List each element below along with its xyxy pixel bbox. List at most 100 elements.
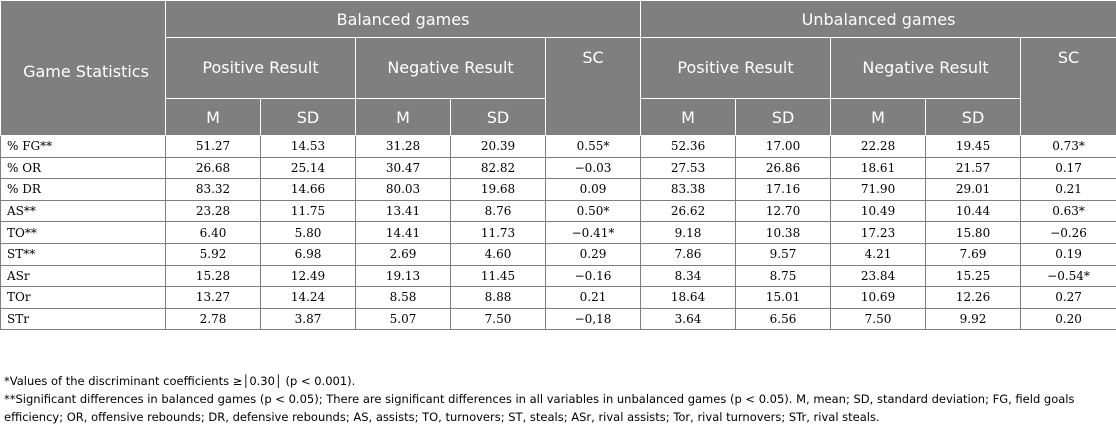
table-cell: 21.57 bbox=[925, 156, 1022, 180]
table-row: % OR 26.68 25.14 30.47 82.82 −0.03 27.53… bbox=[0, 156, 1116, 180]
corner-header: Game Statistics bbox=[0, 0, 166, 136]
leaf-header: SD bbox=[925, 98, 1022, 136]
table-cell: 0.09 bbox=[544, 178, 642, 201]
table-cell: 23.28 bbox=[165, 199, 261, 223]
table-row: % DR 83.32 14.66 80.03 19.68 0.09 83.38 … bbox=[0, 178, 1116, 201]
table-cell: 7.86 bbox=[640, 242, 737, 266]
table-cell: −0.16 bbox=[544, 264, 642, 288]
table-cell: −0.26 bbox=[1020, 221, 1116, 244]
table-cell: 5.07 bbox=[355, 307, 451, 331]
table-cell: 8.34 bbox=[640, 264, 737, 288]
table-cell: 31.28 bbox=[355, 135, 451, 158]
table-cell: 26.62 bbox=[640, 199, 737, 223]
table-cell: 10.49 bbox=[830, 199, 927, 223]
table-cell: 15.01 bbox=[735, 286, 832, 309]
table-row: ST** 5.92 6.98 2.69 4.60 0.29 7.86 9.57 … bbox=[0, 242, 1116, 266]
row-label: ASr bbox=[0, 264, 166, 288]
table-cell: 8.88 bbox=[450, 286, 546, 309]
leaf-header: SD bbox=[260, 98, 356, 136]
table-cell: 20.39 bbox=[450, 135, 546, 158]
table-cell: 27.53 bbox=[640, 156, 737, 180]
table-cell: 17.23 bbox=[830, 221, 927, 244]
row-label: TO** bbox=[0, 221, 166, 244]
table-cell: 12.26 bbox=[925, 286, 1022, 309]
table-row: TO** 6.40 5.80 14.41 11.73 −0.41* 9.18 1… bbox=[0, 221, 1116, 244]
table-cell: 0.50* bbox=[544, 199, 642, 223]
table-cell: 26.86 bbox=[735, 156, 832, 180]
game-statistics-table: Game Statistics Balanced games Unbalance… bbox=[0, 0, 1116, 331]
table-cell: 0.73* bbox=[1020, 135, 1116, 158]
row-label: % DR bbox=[0, 178, 166, 201]
table-cell: 5.92 bbox=[165, 242, 261, 266]
row-label: AS** bbox=[0, 199, 166, 223]
table-cell: 52.36 bbox=[640, 135, 737, 158]
table-row: ASr 15.28 12.49 19.13 11.45 −0.16 8.34 8… bbox=[0, 264, 1116, 288]
table-cell: 9.92 bbox=[925, 307, 1022, 331]
table-cell: −0.41* bbox=[544, 221, 642, 244]
table-cell: 14.24 bbox=[260, 286, 356, 309]
table-cell: 3.64 bbox=[640, 307, 737, 331]
table-cell: 8.58 bbox=[355, 286, 451, 309]
table-cell: 29.01 bbox=[925, 178, 1022, 201]
row-label: % OR bbox=[0, 156, 166, 180]
row-label: ST** bbox=[0, 242, 166, 266]
table-cell: 6.56 bbox=[735, 307, 832, 331]
table-cell: 13.27 bbox=[165, 286, 261, 309]
table-cell: 0.20 bbox=[1020, 307, 1116, 331]
table-cell: 19.68 bbox=[450, 178, 546, 201]
table-cell: 17.16 bbox=[735, 178, 832, 201]
table-cell: 82.82 bbox=[450, 156, 546, 180]
table-cell: 8.75 bbox=[735, 264, 832, 288]
table-cell: 0.55* bbox=[544, 135, 642, 158]
table-cell: 80.03 bbox=[355, 178, 451, 201]
table-cell: 30.47 bbox=[355, 156, 451, 180]
table-cell: 17.00 bbox=[735, 135, 832, 158]
table-cell: 0.21 bbox=[1020, 178, 1116, 201]
table-cell: 7.69 bbox=[925, 242, 1022, 266]
leaf-header: M bbox=[165, 98, 261, 136]
footnote-significance: **Significant differences in balanced ga… bbox=[4, 392, 1075, 424]
table-cell: 0.27 bbox=[1020, 286, 1116, 309]
table-cell: 13.41 bbox=[355, 199, 451, 223]
table-cell: 0.63* bbox=[1020, 199, 1116, 223]
table-cell: 10.38 bbox=[735, 221, 832, 244]
table-cell: 9.18 bbox=[640, 221, 737, 244]
table-cell: 10.69 bbox=[830, 286, 927, 309]
table-cell: 23.84 bbox=[830, 264, 927, 288]
table-cell: 3.87 bbox=[260, 307, 356, 331]
table-cell: −0,18 bbox=[544, 307, 642, 331]
table-cell: 0.21 bbox=[544, 286, 642, 309]
table-cell: 22.28 bbox=[830, 135, 927, 158]
table-row: STr 2.78 3.87 5.07 7.50 −0,18 3.64 6.56 … bbox=[0, 307, 1116, 331]
row-label: % FG** bbox=[0, 135, 166, 158]
table-cell: 19.13 bbox=[355, 264, 451, 288]
table-row: AS** 23.28 11.75 13.41 8.76 0.50* 26.62 … bbox=[0, 199, 1116, 223]
table-cell: 11.73 bbox=[450, 221, 546, 244]
subheader-balanced-positive: Positive Result bbox=[165, 37, 356, 99]
table-cell: 11.75 bbox=[260, 199, 356, 223]
table-wrapper: Game Statistics Balanced games Unbalance… bbox=[0, 0, 1116, 331]
table-cell: 8.76 bbox=[450, 199, 546, 223]
table-cell: 15.25 bbox=[925, 264, 1022, 288]
table-cell: 0.17 bbox=[1020, 156, 1116, 180]
table-cell: 10.44 bbox=[925, 199, 1022, 223]
table-cell: 83.38 bbox=[640, 178, 737, 201]
table-cell: 7.50 bbox=[450, 307, 546, 331]
table-row: TOr 13.27 14.24 8.58 8.88 0.21 18.64 15.… bbox=[0, 286, 1116, 309]
table-cell: 2.69 bbox=[355, 242, 451, 266]
table-cell: 12.49 bbox=[260, 264, 356, 288]
row-label: STr bbox=[0, 307, 166, 331]
subheader-unbalanced-negative: Negative Result bbox=[830, 37, 1022, 99]
table-cell: 83.32 bbox=[165, 178, 261, 201]
table-cell: 15.80 bbox=[925, 221, 1022, 244]
table-cell: 4.21 bbox=[830, 242, 927, 266]
table-cell: 19.45 bbox=[925, 135, 1022, 158]
table-cell: 0.19 bbox=[1020, 242, 1116, 266]
table-cell: 14.66 bbox=[260, 178, 356, 201]
footnote-coefficients: *Values of the discriminant coefficients… bbox=[4, 374, 356, 388]
table-cell: 0.29 bbox=[544, 242, 642, 266]
table-cell: 6.40 bbox=[165, 221, 261, 244]
table-cell: 25.14 bbox=[260, 156, 356, 180]
group-header-unbalanced: Unbalanced games bbox=[640, 0, 1116, 38]
leaf-header: SD bbox=[450, 98, 546, 136]
